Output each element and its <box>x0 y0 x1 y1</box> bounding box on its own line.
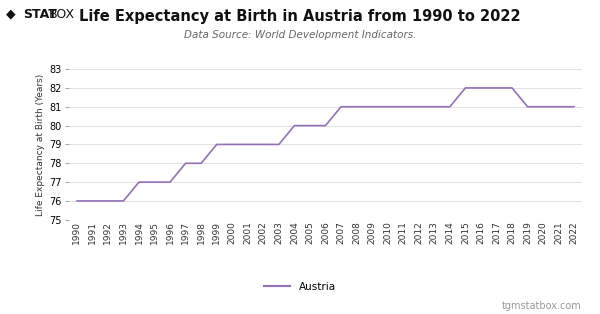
Text: Data Source: World Development Indicators.: Data Source: World Development Indicator… <box>184 30 416 40</box>
Text: STAT: STAT <box>23 8 56 21</box>
Text: ◆: ◆ <box>6 8 16 21</box>
Text: tgmstatbox.com: tgmstatbox.com <box>502 301 582 311</box>
Text: BOX: BOX <box>49 8 76 21</box>
Y-axis label: Life Expectancy at Birth (Years): Life Expectancy at Birth (Years) <box>37 73 46 216</box>
Legend: Austria: Austria <box>260 278 340 296</box>
Text: Life Expectancy at Birth in Austria from 1990 to 2022: Life Expectancy at Birth in Austria from… <box>79 9 521 24</box>
